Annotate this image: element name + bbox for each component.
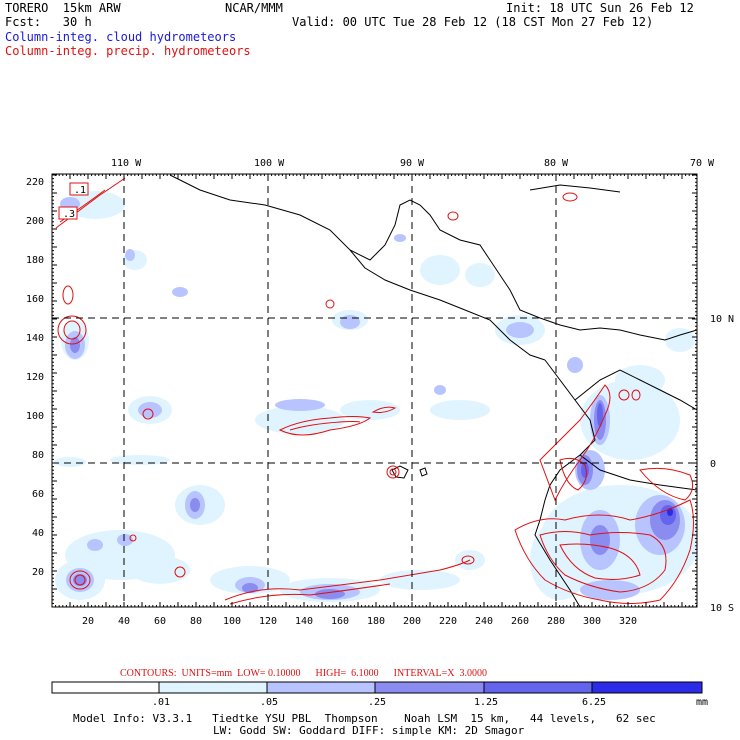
precip-contours — [55, 177, 694, 605]
legend-swatch-5 — [591, 681, 703, 694]
x-tick-label: 140 — [295, 616, 313, 627]
lon-label: 70 W — [690, 158, 715, 169]
x-tick-label: 280 — [547, 616, 565, 627]
model-info-physics: LW: Godd SW: Goddard DIFF: simple KM: 2D… — [213, 724, 525, 737]
graticule — [52, 174, 697, 607]
legend-boundary-label: 1.25 — [474, 697, 498, 708]
contour-label-box-1 — [69, 182, 89, 196]
legend-boundary-label: .05 — [260, 697, 278, 708]
legend-boundary-label: .01 — [152, 697, 170, 708]
longitude-labels: 110 W 100 W 90 W 80 W 70 W — [111, 158, 715, 169]
contour-label-2: .3 — [63, 209, 75, 220]
y-tick-labels: 220 200 180 160 140 120 100 80 60 40 20 — [26, 177, 44, 578]
x-tick-label: 20 — [82, 616, 94, 627]
lon-label: 90 W — [400, 158, 425, 169]
model-info: Model Info: V3.3.1 Tiedtke YSU PBL Thomp… — [73, 712, 656, 725]
x-tick-label: 180 — [367, 616, 385, 627]
legend-boundary-label: .25 — [368, 697, 386, 708]
x-tick-labels: 20 40 60 80 100 120 140 160 180 200 220 … — [82, 616, 637, 627]
model-title: TORERO 15km ARW — [5, 1, 121, 15]
color-legend: .01 .05 .25 1.25 6.25 mm — [51, 681, 708, 708]
x-tick-label: 300 — [583, 616, 601, 627]
x-tick-label: 80 — [190, 616, 202, 627]
x-tick-label: 200 — [403, 616, 421, 627]
y-tick-label: 140 — [26, 333, 44, 344]
precip-field-label: Column-integ. precip. hydrometeors — [5, 44, 251, 58]
legend-units-label: mm — [696, 697, 708, 708]
forecast-hour: Fcst: 30 h — [5, 15, 92, 29]
legend-swatch-1 — [158, 681, 268, 694]
x-tick-label: 160 — [331, 616, 349, 627]
legend-swatch-2 — [266, 681, 376, 694]
lat-label: 10 S — [710, 603, 734, 614]
lat-label: 10 N — [710, 314, 734, 325]
x-tick-label: 40 — [118, 616, 130, 627]
x-tick-label: 220 — [439, 616, 457, 627]
axis-ticks — [51, 174, 697, 608]
lat-label: 0 — [710, 459, 716, 470]
organization-label: NCAR/MMM — [225, 1, 283, 15]
shade-level-2 — [60, 197, 685, 600]
x-tick-label: 60 — [154, 616, 166, 627]
x-tick-label: 100 — [223, 616, 241, 627]
cloud-field-label: Column-integ. cloud hydrometeors — [5, 30, 237, 44]
latitude-labels: 10 N 0 10 S — [710, 314, 734, 614]
y-tick-label: 180 — [26, 255, 44, 266]
valid-time: Valid: 00 UTC Tue 28 Feb 12 (18 CST Mon … — [292, 15, 654, 29]
y-tick-label: 220 — [26, 177, 44, 188]
legend-swatch-0 — [51, 681, 160, 694]
y-tick-label: 20 — [32, 567, 44, 578]
y-tick-label: 80 — [32, 450, 44, 461]
y-tick-label: 60 — [32, 489, 44, 500]
contour-info: CONTOURS: UNITS=mm LOW= 0.10000 HIGH= 6.… — [120, 668, 487, 679]
contour-label-box-2 — [58, 206, 78, 220]
shade-level-1 — [54, 191, 697, 602]
legend-swatch-4 — [483, 681, 593, 694]
coastlines — [169, 174, 697, 607]
y-tick-label: 40 — [32, 528, 44, 539]
y-tick-label: 160 — [26, 294, 44, 305]
x-tick-label: 320 — [619, 616, 637, 627]
lon-label: 100 W — [254, 158, 285, 169]
contour-label-1: .1 — [74, 185, 86, 196]
init-time: Init: 18 UTC Sun 26 Feb 12 — [506, 1, 694, 15]
y-tick-label: 200 — [26, 216, 44, 227]
x-tick-label: 120 — [259, 616, 277, 627]
lon-label: 80 W — [544, 158, 569, 169]
y-tick-label: 100 — [26, 411, 44, 422]
legend-swatch-3 — [374, 681, 485, 694]
legend-boundary-label: 6.25 — [582, 697, 606, 708]
lon-label: 110 W — [111, 158, 142, 169]
y-tick-label: 120 — [26, 372, 44, 383]
x-tick-label: 260 — [511, 616, 529, 627]
contour-box-labels: .1 .3 — [58, 182, 89, 220]
x-tick-label: 240 — [475, 616, 493, 627]
